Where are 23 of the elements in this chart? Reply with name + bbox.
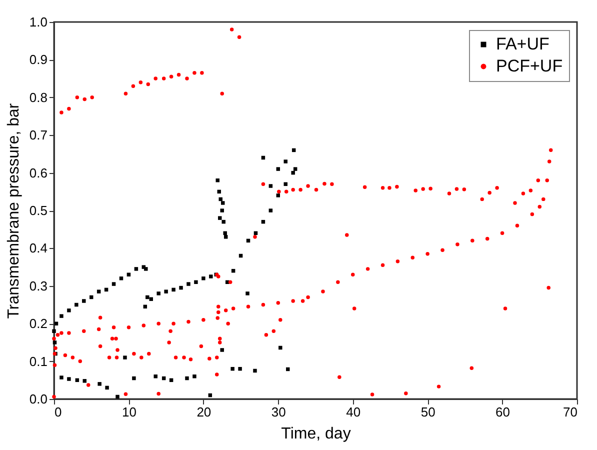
- x-tick-label: 60: [496, 404, 510, 420]
- y-tick-label: 0.8: [29, 90, 48, 105]
- x-tick-label: 40: [346, 404, 361, 420]
- legend-label: FA+UF: [496, 34, 550, 54]
- y-tick-label: 0.6: [29, 165, 48, 180]
- y-tick-label: 0.3: [29, 278, 48, 294]
- x-tick-label: 20: [196, 404, 212, 420]
- x-tick-label: 10: [122, 404, 136, 420]
- y-tick-label: 0.4: [29, 240, 48, 256]
- x-tick-label: 0: [54, 404, 62, 420]
- y-tick-label: 1.0: [29, 14, 48, 30]
- y-tick-label: 0.7: [29, 128, 48, 143]
- y-tick-label: 0.1: [29, 354, 48, 369]
- x-tick-label: 50: [420, 404, 436, 420]
- y-tick-label: 0.0: [29, 392, 48, 406]
- y-tick-label: 0.5: [29, 203, 48, 218]
- x-tick-label: 30: [271, 404, 286, 420]
- y-tick-label: 0.9: [29, 52, 48, 68]
- x-axis-title: Time, day: [281, 426, 351, 442]
- y-axis-title: Transmembrane pressure, bar: [5, 102, 22, 319]
- legend-label: PCF+UF: [496, 56, 563, 76]
- y-tick-label: 0.2: [29, 316, 48, 332]
- x-tick-label: 70: [563, 404, 578, 420]
